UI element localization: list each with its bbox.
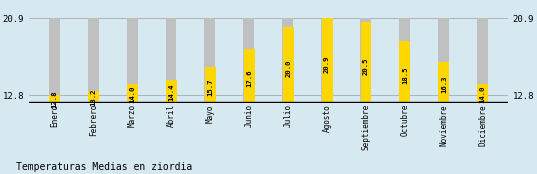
Bar: [477, 84, 488, 103]
Bar: [88, 91, 99, 103]
Text: 14.0: 14.0: [129, 85, 135, 103]
Bar: [400, 41, 410, 103]
Bar: [322, 18, 332, 103]
Bar: [438, 62, 449, 103]
Bar: [321, 18, 332, 103]
Bar: [205, 18, 215, 103]
Bar: [438, 18, 449, 103]
Text: 20.0: 20.0: [285, 60, 291, 77]
Text: Temperaturas Medias en ziordia: Temperaturas Medias en ziordia: [16, 162, 192, 172]
Bar: [244, 49, 255, 103]
Bar: [49, 95, 60, 103]
Text: 15.7: 15.7: [207, 78, 213, 96]
Text: 17.6: 17.6: [246, 70, 252, 88]
Bar: [166, 80, 177, 103]
Bar: [243, 18, 255, 103]
Bar: [49, 18, 60, 103]
Bar: [205, 68, 216, 103]
Text: 20.9: 20.9: [324, 56, 330, 73]
Bar: [282, 18, 293, 103]
Text: 13.2: 13.2: [91, 89, 97, 106]
Text: 20.5: 20.5: [363, 58, 369, 75]
Bar: [127, 18, 137, 103]
Text: 14.0: 14.0: [480, 85, 486, 103]
Bar: [360, 18, 371, 103]
Bar: [399, 18, 410, 103]
Text: 12.8: 12.8: [52, 90, 57, 108]
Bar: [477, 18, 488, 103]
Bar: [127, 84, 138, 103]
Bar: [165, 18, 177, 103]
Bar: [88, 18, 99, 103]
Bar: [282, 27, 294, 103]
Text: 16.3: 16.3: [441, 76, 447, 93]
Text: 14.4: 14.4: [169, 84, 175, 101]
Text: 18.5: 18.5: [402, 66, 408, 84]
Bar: [360, 22, 372, 103]
